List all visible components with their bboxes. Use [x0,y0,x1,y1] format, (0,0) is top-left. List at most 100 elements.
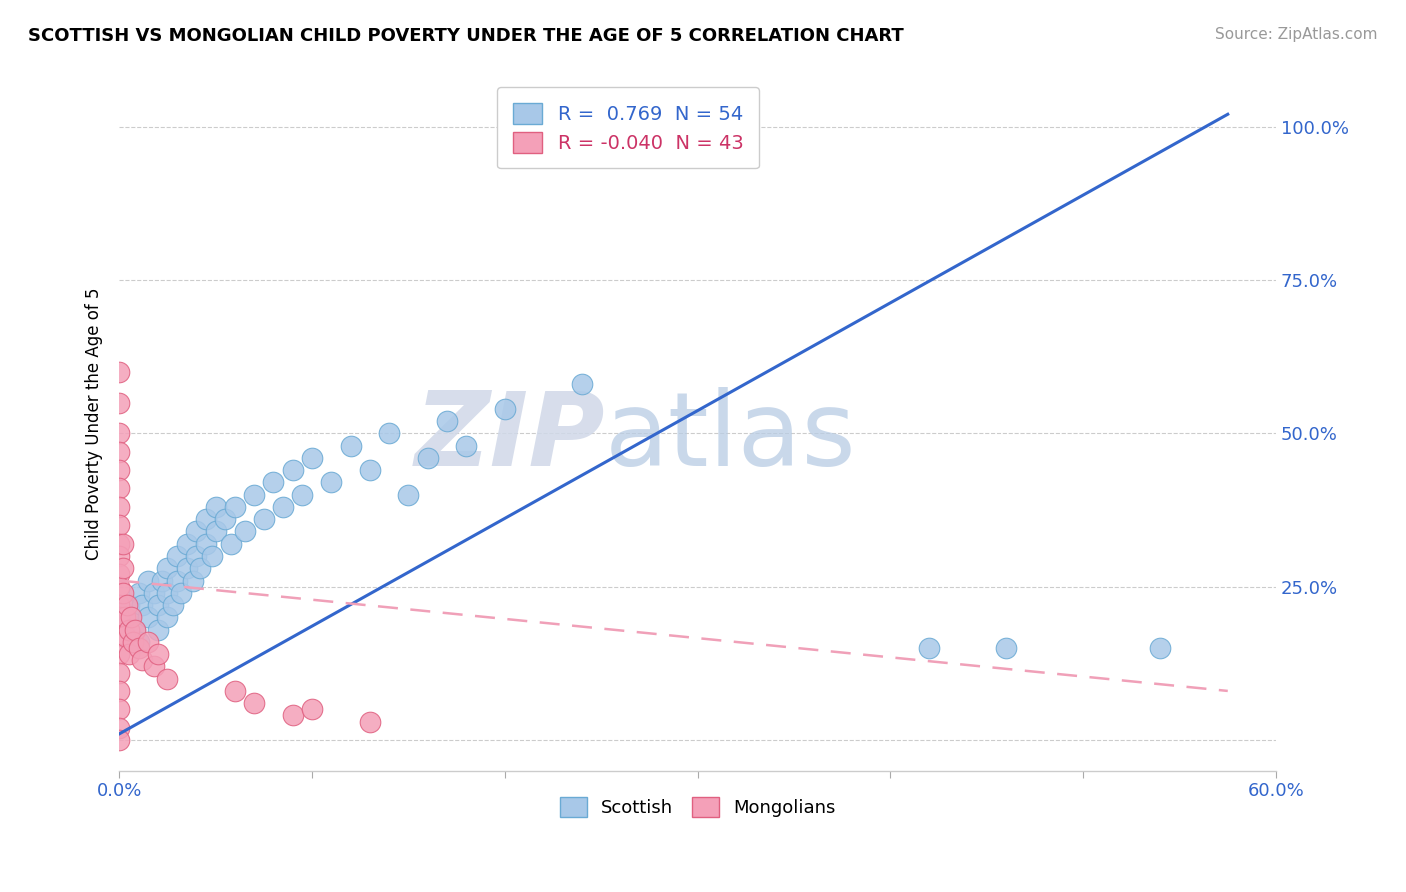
Point [494,401,516,416]
Point [108,598,131,612]
Point [243,696,266,710]
Point [436,414,458,428]
Point [995,640,1018,655]
Point [108,365,131,379]
Point [136,610,159,624]
Point [108,610,131,624]
Point [128,635,150,649]
Point [115,598,138,612]
Point [128,586,150,600]
Point [219,537,242,551]
Point [263,475,285,490]
Text: Source: ZipAtlas.com: Source: ZipAtlas.com [1215,27,1378,42]
Point [176,561,198,575]
Text: atlas: atlas [605,387,856,489]
Point [224,684,246,698]
Point [416,450,439,465]
Point [118,647,141,661]
Point [136,574,159,588]
Point [321,475,343,490]
Point [186,549,208,563]
Point [121,635,143,649]
Point [143,586,166,600]
Point [571,377,593,392]
Point [301,450,323,465]
Point [108,665,131,680]
Legend: Scottish, Mongolians: Scottish, Mongolians [553,789,842,824]
Point [243,488,266,502]
Point [1149,640,1171,655]
Point [224,500,246,514]
Point [118,598,141,612]
Point [120,610,142,624]
Point [359,463,381,477]
Point [124,623,146,637]
Point [112,537,135,551]
Point [108,463,131,477]
Point [301,702,323,716]
Point [188,561,211,575]
Point [146,623,169,637]
Point [195,537,218,551]
Point [108,518,131,533]
Point [143,659,166,673]
Point [918,640,941,655]
Point [398,488,420,502]
Point [186,524,208,539]
Point [201,549,224,563]
Point [108,580,131,594]
Point [108,482,131,496]
Point [108,629,131,643]
Point [204,524,226,539]
Point [136,635,159,649]
Point [124,623,146,637]
Point [118,623,141,637]
Point [170,586,193,600]
Point [108,647,131,661]
Point [281,708,304,723]
Point [166,574,188,588]
Point [195,512,218,526]
Point [108,537,131,551]
Point [146,598,169,612]
Point [114,629,136,643]
Point [112,586,135,600]
Point [108,567,131,582]
Point [114,610,136,624]
Point [108,444,131,458]
Point [162,598,184,612]
Point [166,549,188,563]
Point [108,721,131,735]
Point [281,463,304,477]
Point [108,733,131,747]
Text: ZIP: ZIP [415,387,605,489]
Point [271,500,294,514]
Point [156,561,179,575]
Point [253,512,276,526]
Point [131,653,153,667]
Y-axis label: Child Poverty Under the Age of 5: Child Poverty Under the Age of 5 [86,288,103,560]
Point [291,488,314,502]
Point [108,549,131,563]
Point [108,426,131,441]
Text: SCOTTISH VS MONGOLIAN CHILD POVERTY UNDER THE AGE OF 5 CORRELATION CHART: SCOTTISH VS MONGOLIAN CHILD POVERTY UNDE… [28,27,904,45]
Point [176,537,198,551]
Point [359,714,381,729]
Point [108,684,131,698]
Point [118,610,141,624]
Point [456,438,478,452]
Point [339,438,361,452]
Point [214,512,236,526]
Point [156,586,179,600]
Point [108,702,131,716]
Point [108,395,131,409]
Point [378,426,401,441]
Point [108,500,131,514]
Point [233,524,256,539]
Point [146,647,169,661]
Point [131,598,153,612]
Point [112,561,135,575]
Point [204,500,226,514]
Point [181,574,204,588]
Point [156,610,179,624]
